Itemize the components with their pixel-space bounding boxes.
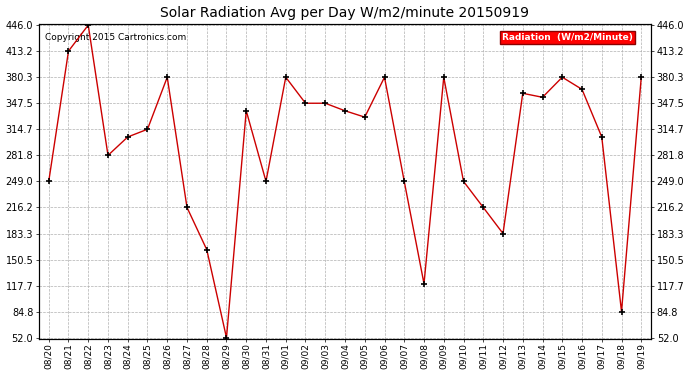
Text: Radiation  (W/m2/Minute): Radiation (W/m2/Minute)	[502, 33, 633, 42]
Title: Solar Radiation Avg per Day W/m2/minute 20150919: Solar Radiation Avg per Day W/m2/minute …	[161, 6, 529, 20]
Text: Copyright 2015 Cartronics.com: Copyright 2015 Cartronics.com	[45, 33, 186, 42]
